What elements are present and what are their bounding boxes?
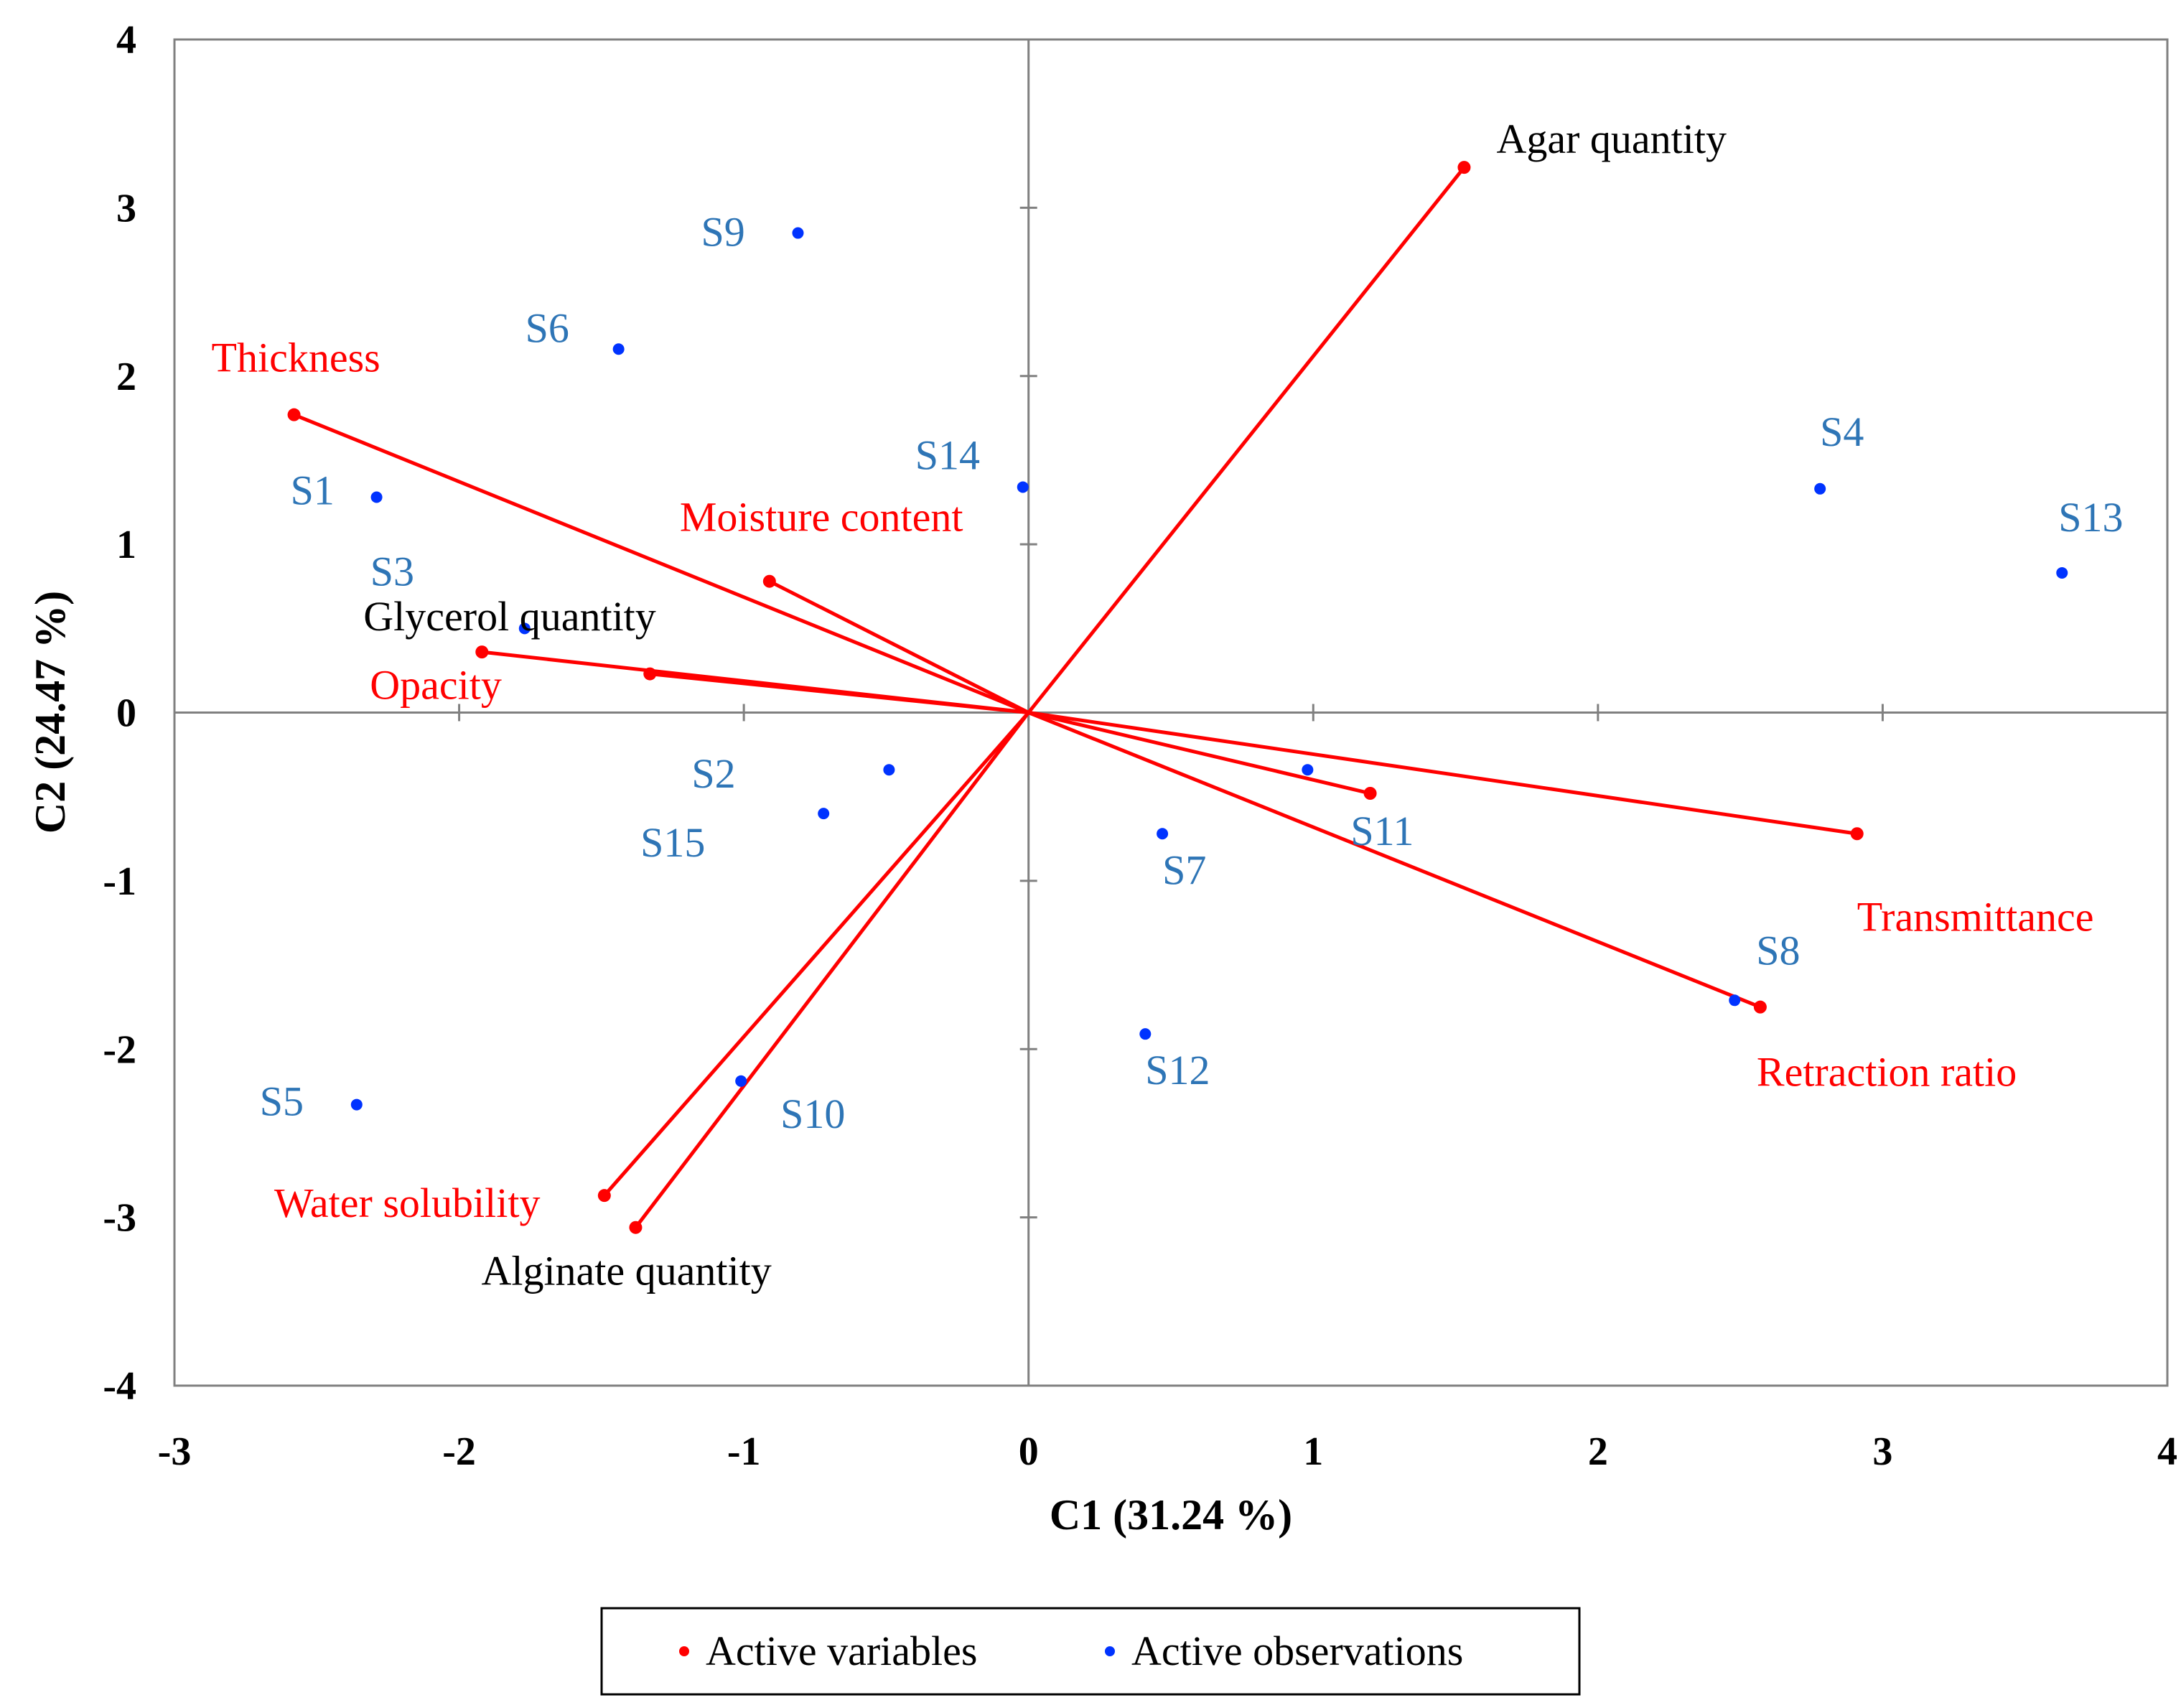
x-tick-labels: -3 -2 -1 0 1 2 3 4	[158, 1429, 2177, 1474]
observation-labels: S1 S2 S3 S4 S5 S6 S7 S8 S9 S10 S11 S12 S13 S14 S15	[260, 209, 2124, 1137]
variable-label: Glycerol quantity	[363, 593, 656, 640]
variable-label: Retraction ratio	[1757, 1049, 2017, 1096]
variable-point	[1753, 1000, 1767, 1014]
y-tick-label: 2	[116, 355, 136, 399]
observation-point	[612, 343, 625, 355]
variable-vector	[1027, 166, 1466, 714]
observation-point	[1814, 482, 1826, 495]
observation-point	[883, 764, 895, 776]
variable-point	[1363, 787, 1377, 800]
observation-label: S10	[780, 1091, 845, 1137]
legend-observations-label: Active observations	[1131, 1628, 1463, 1674]
y-tick-label: 0	[116, 691, 136, 736]
variable-vectors	[287, 161, 1864, 1234]
observation-point	[370, 491, 383, 503]
y-tick-marks	[1019, 38, 1037, 1387]
variable-point	[597, 1189, 611, 1203]
observation-label: S5	[260, 1078, 304, 1125]
observation-label: S14	[915, 431, 980, 478]
y-tick-label: -4	[103, 1364, 136, 1409]
variable-vector	[602, 711, 1030, 1197]
variable-labels: Agar quantity Thickness Moisture content Gl…	[212, 116, 2094, 1294]
x-tick-label: 1	[1303, 1429, 1323, 1474]
legend-observations-marker	[1105, 1646, 1115, 1656]
variable-vector	[1027, 711, 1761, 1009]
y-tick-label: 4	[116, 18, 136, 62]
y-tick-label: -2	[103, 1027, 136, 1072]
variable-label: Moisture content	[680, 494, 963, 541]
legend-box	[600, 1607, 1581, 1696]
observation-label: S4	[1820, 409, 1864, 455]
observation-label: S3	[370, 548, 414, 594]
variable-point	[475, 645, 489, 659]
legend: Active variables Active observations	[600, 1607, 1581, 1696]
variable-point	[1457, 161, 1471, 174]
observation-label: S15	[640, 819, 705, 866]
y-tick-label: 1	[116, 523, 136, 567]
observation-point	[518, 622, 531, 635]
x-tick-label: 3	[1872, 1429, 1892, 1474]
observation-point	[1017, 481, 1029, 493]
variable-vector	[1028, 711, 1371, 795]
observation-points	[350, 227, 2068, 1111]
observation-label: S12	[1145, 1047, 1210, 1093]
observation-point	[2056, 566, 2068, 579]
variable-label: Agar quantity	[1496, 116, 1727, 162]
y-tick-labels: 4 3 2 1 0 -1 -2 -3 -4	[103, 18, 136, 1409]
variable-vector	[650, 672, 1029, 714]
variable-label: Alginate quantity	[481, 1248, 771, 1294]
legend-variables-label: Active variables	[706, 1628, 977, 1674]
observation-label: S6	[526, 304, 569, 351]
observation-label: S8	[1756, 927, 1800, 974]
variable-label: Thickness	[212, 335, 380, 381]
x-tick-label: 2	[1588, 1429, 1608, 1474]
observation-point	[1157, 828, 1169, 840]
y-tick-label: -1	[103, 859, 136, 904]
observation-point	[1139, 1028, 1152, 1040]
x-tick-label: -3	[158, 1429, 192, 1474]
variable-point	[629, 1221, 643, 1234]
variable-point	[762, 574, 776, 588]
observation-label: S1	[291, 467, 335, 514]
observation-point	[818, 808, 830, 820]
observation-point	[1729, 994, 1741, 1007]
observation-point	[350, 1098, 363, 1111]
variable-vector	[634, 711, 1030, 1229]
variable-point	[287, 408, 301, 421]
variable-point	[1850, 827, 1864, 841]
observation-label: S7	[1162, 846, 1206, 893]
variable-vector	[768, 579, 1029, 714]
x-tick-label: 4	[2157, 1429, 2177, 1474]
legend-variables-marker	[679, 1646, 689, 1656]
y-axis-title: C2 (24.47 %)	[27, 591, 74, 834]
variable-point	[643, 667, 657, 681]
x-axis-title: C1 (31.24 %)	[1050, 1491, 1292, 1539]
x-tick-label: -1	[727, 1429, 761, 1474]
variable-vector	[1028, 711, 1858, 836]
variable-label: Opacity	[370, 662, 502, 709]
y-tick-label: -3	[103, 1196, 136, 1241]
variable-label: Water solubility	[274, 1180, 541, 1226]
x-tick-label: -2	[442, 1429, 476, 1474]
observation-point	[792, 227, 804, 239]
observation-label: S11	[1350, 808, 1414, 854]
observation-point	[735, 1075, 747, 1087]
x-tick-marks	[173, 704, 2169, 722]
variable-vector	[293, 413, 1029, 714]
observation-label: S9	[701, 209, 744, 256]
observation-label: S2	[691, 750, 735, 797]
y-tick-label: 3	[116, 186, 136, 230]
observation-point	[1302, 764, 1314, 776]
observation-label: S13	[2058, 494, 2123, 541]
variable-label: Transmittance	[1857, 893, 2094, 940]
x-tick-label: 0	[1019, 1429, 1039, 1474]
